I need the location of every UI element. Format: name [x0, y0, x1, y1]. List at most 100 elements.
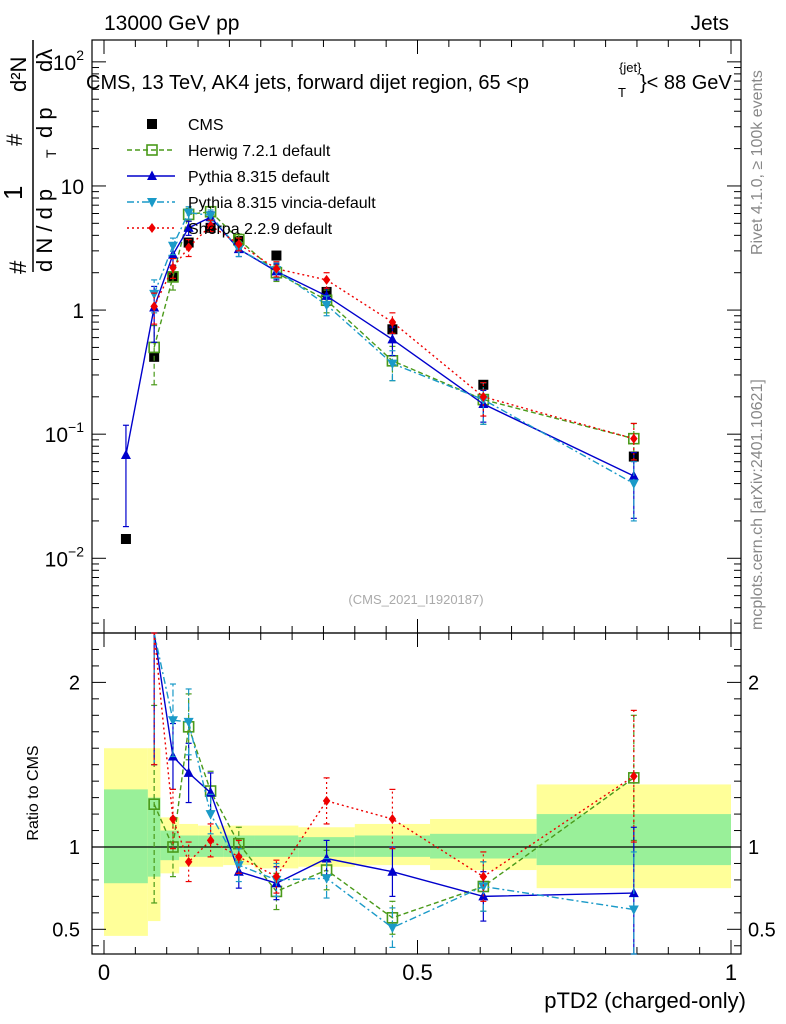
ratio-point-2-2 — [183, 717, 194, 728]
ratio-point-3-3 — [206, 835, 215, 846]
main-ytick-label-4: 102 — [53, 47, 84, 75]
legend-marker-3 — [147, 198, 157, 208]
main-point-4-4 — [235, 239, 243, 250]
title-sub: T — [618, 85, 626, 100]
ratio-point-1-7 — [387, 866, 398, 876]
main-point-4-3 — [206, 220, 215, 231]
ratio-point-2-8 — [478, 882, 489, 893]
main-ytick-label-3: 10 — [61, 176, 84, 199]
ratio-ytick-label-right-0: 0.5 — [748, 919, 776, 941]
ratio-ticks: 0.5 0.5 1 1 2 2 0 0.5 1 — [52, 632, 776, 985]
ratio-ytick-label-1: 1 — [69, 837, 80, 859]
main-point-2-0 — [120, 449, 131, 459]
main-point-3-0 — [149, 289, 160, 300]
ratio-point-2-3 — [205, 810, 216, 820]
main-line-2 — [125, 216, 635, 477]
ratio-series — [148, 632, 640, 955]
legend-marker-2 — [147, 170, 157, 180]
ratio-point-3-1 — [169, 814, 177, 825]
ratio-ytick-label-right-2: 2 — [748, 672, 759, 694]
rivet-label: Rivet 4.1.0, ≥ 100k events — [749, 70, 766, 255]
ratio-point-3-4 — [235, 851, 243, 862]
legend-label-1: Herwig 7.2.1 default — [188, 143, 331, 160]
ylabel-hash2: # — [2, 133, 27, 146]
header-left: 13000 GeV pp — [104, 12, 239, 35]
ratio-line-2 — [153, 632, 634, 929]
legend-label-4: Sherpa 2.2.9 default — [188, 221, 333, 238]
plot-title: CMS, 13 TeV, AK4 jets, forward dijet reg… — [86, 60, 732, 100]
band-inner-6 — [254, 835, 299, 857]
ratio-ytick-label-2: 2 — [69, 672, 80, 694]
main-point-3-7 — [387, 359, 398, 370]
band-inner-2 — [160, 830, 180, 861]
analysis-id: (CMS_2021_I1920187) — [348, 592, 483, 607]
title-sup: {jet} — [619, 60, 642, 75]
legend-label-0: CMS — [188, 117, 224, 134]
legend-marker-0 — [147, 119, 157, 129]
main-point-4-5 — [272, 263, 281, 274]
ratio-point-2-7 — [387, 923, 398, 934]
main-ytick-base-1: 10 — [45, 424, 68, 447]
main-series-3 — [149, 206, 639, 522]
ratio-line-0 — [153, 726, 635, 919]
main-series — [120, 205, 640, 545]
legend-label-2: Pythia 8.315 default — [188, 169, 330, 186]
main-point-3-9 — [628, 479, 639, 490]
main-point-2-7 — [321, 290, 332, 300]
ratio-point-3-5 — [272, 871, 281, 882]
header-right: Jets — [690, 12, 729, 35]
ratio-point-0-0 — [148, 798, 160, 811]
main-line-3 — [153, 211, 635, 485]
mcplots-label: mcplots.cern.ch [arXiv:2401.10621] — [749, 379, 766, 630]
main-point-4-2 — [184, 242, 193, 253]
ratio-point-3-7 — [388, 814, 397, 825]
main-ytick-label-1: 10−1 — [45, 419, 85, 447]
legend-label-3: Pythia 8.315 vincia-default — [188, 195, 376, 212]
ylabel-one: 1 — [0, 186, 28, 200]
xtick-label-1: 0.5 — [402, 960, 433, 985]
ratio-series-3 — [151, 632, 638, 902]
main-series-0 — [120, 222, 639, 545]
ratio-point-1-6 — [321, 853, 332, 863]
main-ytick-exp-0: −2 — [68, 543, 84, 559]
main-line-4 — [153, 224, 635, 440]
legend-marker-1 — [146, 144, 158, 156]
xtick-label-2: 1 — [725, 960, 737, 985]
xtick-label-0: 0 — [98, 960, 110, 985]
main-point-3-1 — [167, 241, 178, 252]
main-point-0-6 — [271, 250, 282, 261]
main-series-2 — [120, 211, 639, 528]
ylabel-rden2: dλ — [32, 49, 57, 72]
ratio-frame — [91, 632, 742, 955]
ratio-line-1 — [153, 632, 634, 898]
main-point-2-3 — [183, 222, 194, 232]
band-inner-0 — [104, 789, 148, 884]
ratio-ylabel: Ratio to CMS — [25, 745, 42, 840]
title-main: CMS, 13 TeV, AK4 jets, forward dijet reg… — [86, 72, 529, 94]
ratio-point-1-2 — [183, 767, 194, 777]
main-ytick-base-4: 10 — [53, 52, 76, 75]
ratio-line-3 — [153, 632, 635, 878]
ratio-ytick-label-0: 0.5 — [52, 919, 80, 941]
ylabel-hash: # — [5, 260, 32, 274]
ylabel-den-sub: T — [43, 149, 59, 158]
main-point-0-0 — [120, 534, 131, 545]
legend: CMS Herwig 7.2.1 default Pythia 8.315 defa… — [127, 117, 376, 238]
ylabel-rden: d p — [32, 107, 57, 138]
ratio-point-3-8 — [479, 871, 488, 882]
main-ytick-label-0: 10−2 — [45, 543, 85, 571]
main-point-4-0 — [150, 301, 158, 312]
xlabel: pTD2 (charged-only) — [544, 988, 746, 1013]
ratio-point-3-9 — [630, 771, 638, 782]
main-point-3-2 — [183, 208, 194, 219]
ratio-ytick-label-right-1: 1 — [748, 837, 759, 859]
ratio-point-3-6 — [322, 795, 331, 806]
main-ytick-label-2: 1 — [72, 300, 84, 323]
main-point-3-6 — [321, 300, 332, 311]
ylabel-rnum: d²N — [6, 57, 31, 92]
main-point-4-6 — [322, 274, 331, 285]
main-point-3-3 — [205, 211, 216, 221]
ratio-point-2-4 — [233, 861, 244, 871]
